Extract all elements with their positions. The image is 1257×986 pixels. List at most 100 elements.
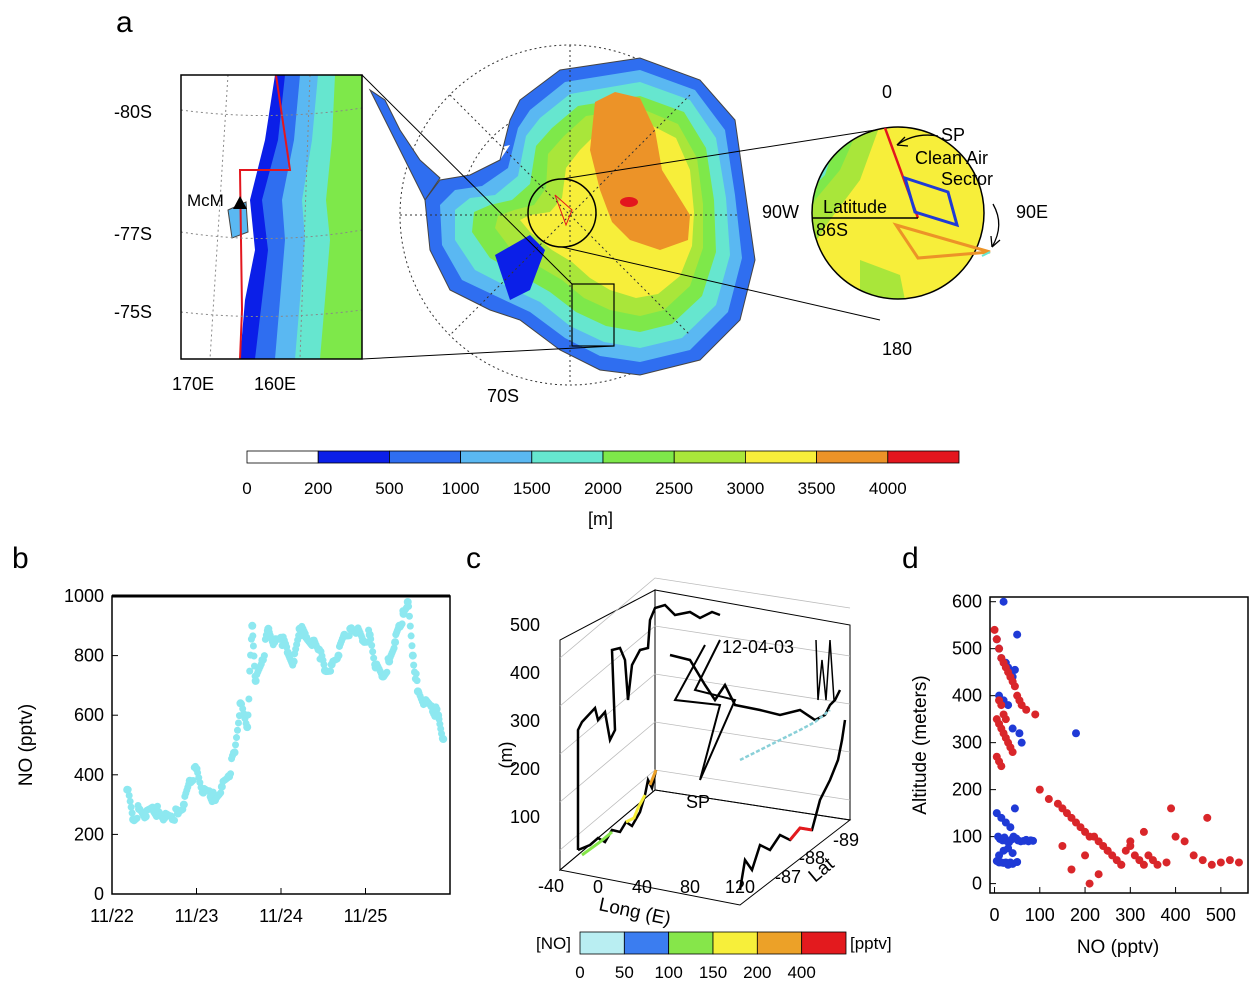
chart-d-point-blue — [1008, 849, 1017, 858]
chart-d-point-red — [997, 701, 1006, 710]
chart-b-point — [391, 638, 400, 647]
no-colorbar-tick-3: 150 — [699, 963, 727, 982]
chart-d-point-red — [1216, 858, 1225, 867]
elevation-colorbar-segment-4 — [531, 450, 604, 464]
chart-b-ytick-label-5: 1000 — [64, 586, 104, 606]
chart-d-point-red — [1067, 865, 1076, 874]
chart-b-ytick-label-1: 200 — [74, 824, 104, 844]
chart-d-xtick-label-2: 200 — [1070, 905, 1100, 925]
chart-d-ytick-label-5: 500 — [952, 639, 982, 659]
chart-c-xtick-label-0: -40 — [538, 876, 564, 896]
sp-arrow — [896, 134, 939, 146]
chart-b-point — [367, 635, 375, 643]
elevation-tick-3: 1000 — [442, 479, 480, 498]
inset-station-label: McM — [187, 191, 224, 210]
chart-b-xtick-label-1: 11/23 — [175, 906, 219, 926]
elevation-tick-6: 2500 — [655, 479, 693, 498]
chart-d-ylabel: Altitude (meters) — [910, 675, 931, 814]
chart-d-point-red — [1058, 842, 1067, 851]
chart-d-point-red — [997, 762, 1006, 771]
chart-c-xtick-label-2: 40 — [632, 877, 652, 897]
chart-b-point — [243, 723, 252, 732]
chart-d-ytick-label-3: 300 — [952, 733, 982, 753]
chart-b-point — [124, 786, 132, 794]
chart-b-point — [369, 648, 377, 656]
chart-d-point-red — [1008, 748, 1017, 757]
elevation-colorbar: 0 200 500 1000 1500 2000 2500 3000 3500 4000 [m] — [242, 450, 960, 529]
inset-lat-label-1: -77S — [114, 224, 152, 244]
chart-c-gridline-4 — [559, 577, 851, 659]
chart-d-point-red — [1203, 813, 1212, 822]
chart-d-xlabel: NO (pptv) — [1077, 937, 1159, 958]
chart-d-point-blue — [1010, 804, 1019, 813]
no-colorbar-segment-2 — [668, 931, 714, 955]
chart-b-point — [407, 632, 415, 640]
chart-b-point — [368, 641, 376, 649]
chart-d-xtick-label-5: 500 — [1206, 905, 1236, 925]
no-colorbar-segment-5 — [801, 931, 847, 955]
chart-b-point — [189, 776, 197, 784]
chart-d-point-red — [1171, 832, 1180, 841]
chart-b-point — [370, 654, 378, 662]
chart-d-plot-area — [989, 596, 1249, 894]
chart-d-point-blue — [1013, 857, 1022, 866]
chart-d-point-red — [1035, 785, 1044, 794]
chart-b-point — [260, 652, 268, 660]
chart-b-point — [439, 735, 448, 744]
flight-track-2 — [669, 653, 842, 722]
chart-d-point-blue — [1017, 738, 1026, 747]
chart-d-point-red — [1139, 827, 1148, 836]
chart-d-ytick-label-1: 100 — [952, 827, 982, 847]
chart-c-gridline-1 — [559, 721, 851, 803]
chart-b-point — [217, 789, 225, 797]
chart-d-ytick-label-2: 200 — [952, 780, 982, 800]
chart-d-point-red — [1117, 860, 1126, 869]
no-colorbar-segment-1 — [623, 931, 670, 955]
panel-d-label: d — [902, 542, 919, 575]
chart-c: 100 200 300 400 500 (m) 12-04-03 SP -40 0 40 80… — [496, 577, 859, 930]
chart-b-point — [171, 816, 179, 824]
chart-b-point — [227, 770, 235, 778]
inset-lat-label-0: -80S — [114, 102, 152, 122]
elevation-colorbar-segment-7 — [745, 450, 818, 464]
elevation-tick-1: 200 — [304, 479, 332, 498]
chart-b-point — [334, 651, 343, 660]
chart-b-point — [413, 677, 421, 685]
chart-b-point — [405, 612, 413, 620]
mcmurdo-station-icon — [233, 196, 247, 209]
chart-d-point-red — [1022, 705, 1031, 714]
chart-d-point-red — [990, 625, 999, 634]
chart-c-annotation-date: 12-04-03 — [722, 637, 794, 657]
chart-b-ytick-label-0: 0 — [94, 884, 104, 904]
chart-d-point-red — [1085, 879, 1094, 888]
sp-zigzag-marker — [673, 639, 737, 781]
chart-d-point-red — [1180, 837, 1189, 846]
elevation-colorbar-segment-8 — [816, 450, 889, 464]
elevation-colorbar-segment-2 — [388, 450, 461, 464]
chart-b-ytick-label-4: 800 — [74, 646, 104, 666]
chart-b-point — [327, 667, 335, 675]
chart-c-floor — [558, 789, 852, 906]
chart-b-ytick-label-2: 400 — [74, 765, 104, 785]
chart-b-point — [126, 797, 134, 805]
chart-b-point — [250, 652, 258, 660]
chart-d-point-red — [1153, 860, 1162, 869]
latitude-label: Latitude — [823, 197, 887, 217]
chart-d-point-red — [1126, 837, 1135, 846]
chart-b-point — [244, 711, 252, 719]
chart-d-point-blue — [1013, 630, 1022, 639]
sp-right-label: 90E — [1016, 202, 1048, 222]
chart-b-point — [345, 632, 353, 640]
elevation-tick-5: 2000 — [584, 479, 622, 498]
chart-d-point-red — [1198, 856, 1207, 865]
elevation-colorbar-segment-0 — [246, 450, 319, 464]
chart-b-point — [390, 644, 398, 652]
chart-b-point — [433, 705, 441, 713]
chart-c-ytick-label-1: 200 — [510, 759, 540, 779]
no-colorbar-tick-4: 200 — [743, 963, 771, 982]
chart-b-xtick-label-2: 11/24 — [259, 906, 303, 926]
elevation-colorbar-segment-9 — [887, 450, 960, 464]
no-colorbar-label: [NO] — [536, 934, 571, 953]
chart-d-point-red — [1094, 870, 1103, 879]
